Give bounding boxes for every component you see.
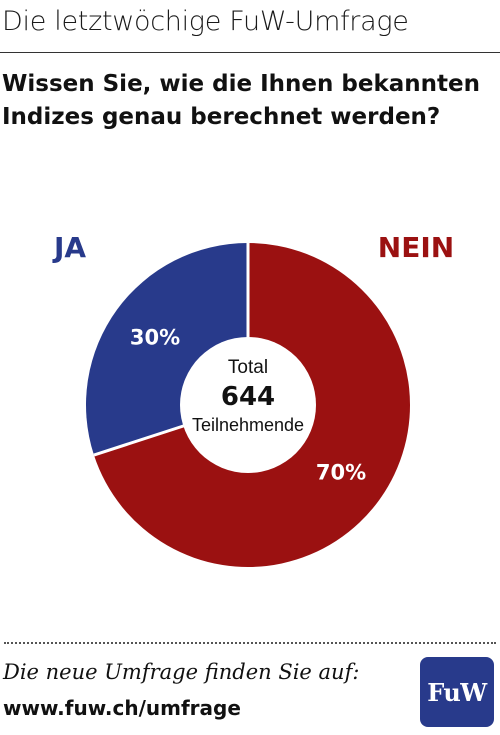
center-value-count: 644: [221, 382, 275, 412]
donut-hole: [180, 337, 316, 473]
header-title: Die letztwöchige FuW-Umfrage: [2, 6, 409, 37]
footer-divider: [4, 642, 496, 644]
fuw-logo: FuW: [420, 657, 494, 727]
fuw-logo-text: FuW: [427, 677, 487, 707]
donut-chart: JA NEIN 30% 70% Total 644 Teilnehmende: [52, 231, 454, 567]
header-divider: [0, 52, 500, 53]
footer-url-link[interactable]: www.fuw.ch/umfrage: [3, 696, 241, 720]
data-label-ja: 30%: [130, 325, 180, 349]
center-label-participants: Teilnehmende: [192, 415, 304, 435]
footer-text: Die neue Umfrage finden Sie auf:: [3, 660, 360, 684]
center-label-total: Total: [228, 357, 268, 378]
legend-label-ja: JA: [52, 231, 86, 264]
question-line-2: Indizes genau berechnet werden?: [2, 104, 441, 130]
survey-question: Wissen Sie, wie die Ihnen bekannten Indi…: [2, 68, 498, 134]
question-line-1: Wissen Sie, wie die Ihnen bekannten: [2, 71, 480, 97]
legend-label-nein: NEIN: [378, 231, 454, 264]
data-label-nein: 70%: [316, 461, 366, 485]
